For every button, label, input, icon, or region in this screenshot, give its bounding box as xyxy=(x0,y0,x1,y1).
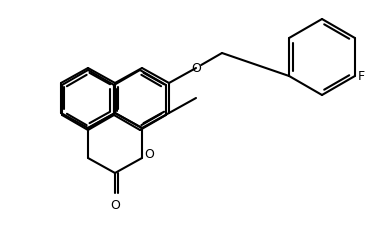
Text: O: O xyxy=(110,199,120,212)
Text: O: O xyxy=(144,148,154,162)
Text: F: F xyxy=(358,70,365,82)
Text: O: O xyxy=(191,61,201,75)
